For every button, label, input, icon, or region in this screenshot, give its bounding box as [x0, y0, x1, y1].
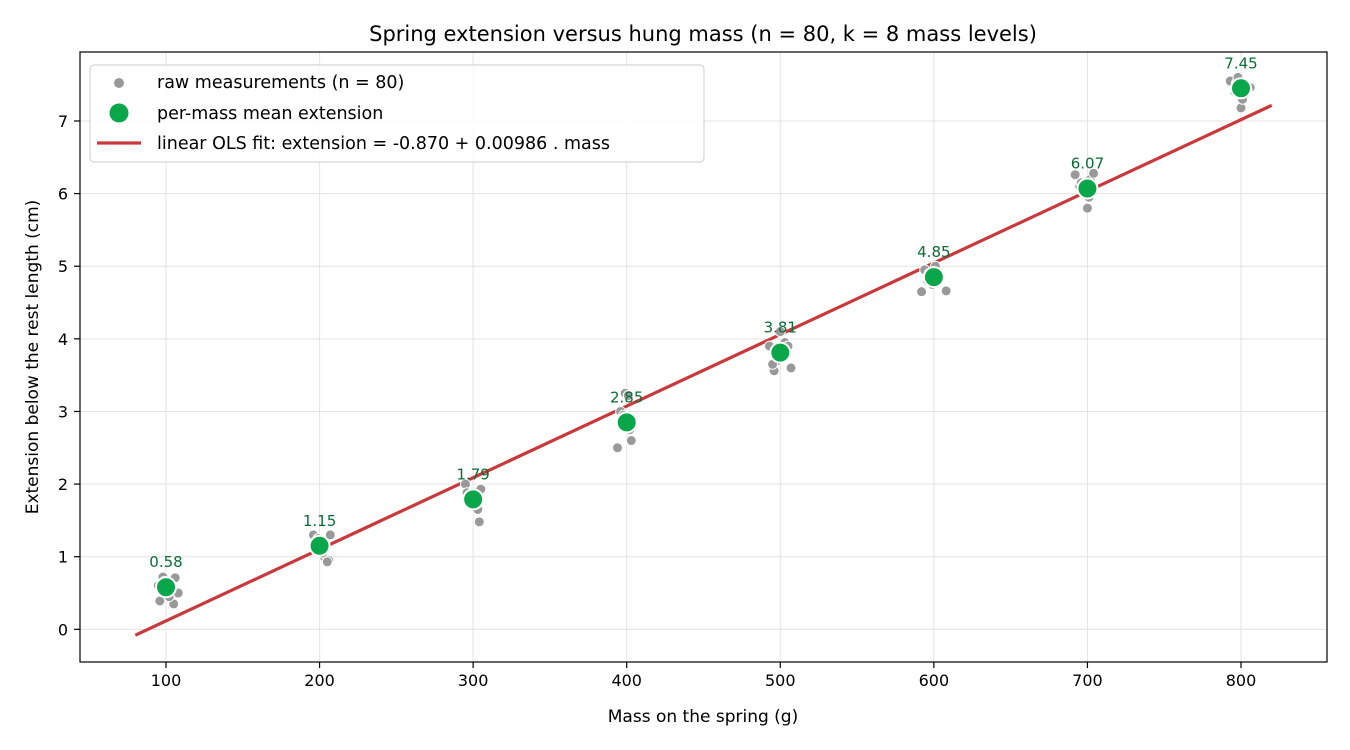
- raw-point: [1088, 167, 1100, 179]
- x-axis-title: Mass on the spring (g): [608, 707, 798, 727]
- raw-point: [324, 529, 336, 541]
- legend-mean-label: per-mass mean extension: [157, 104, 383, 124]
- raw-point: [916, 286, 928, 298]
- y-tick-label: 3: [58, 402, 68, 421]
- y-tick-label: 7: [58, 112, 68, 131]
- mean-value-label: 2.85: [610, 388, 643, 406]
- axis-ticks: 100 200 300 400 500 600 700 800 0 1 2 3 4 5 6 7: [58, 112, 1256, 690]
- raw-point: [774, 326, 786, 338]
- y-tick-label: 0: [58, 620, 68, 639]
- mean-value-label: 7.45: [1224, 54, 1257, 72]
- legend-raw-label: raw measurements (n = 80): [157, 73, 404, 93]
- raw-point: [473, 516, 485, 528]
- mean-value-label: 4.85: [917, 243, 950, 261]
- legend-box: [89, 64, 705, 163]
- x-tick-label: 200: [304, 671, 335, 690]
- legend-fit-label: linear OLS fit: extension = -0.870 + 0.0…: [157, 134, 610, 154]
- raw-point: [785, 362, 797, 374]
- plot-frame: [79, 51, 1328, 663]
- mean-point: [615, 411, 638, 434]
- chart-title: Spring extension versus hung mass (n = 8…: [369, 22, 1037, 46]
- mean-value-label: 1.15: [303, 512, 336, 530]
- legend-raw-marker: [114, 78, 124, 88]
- mean-value-label: 0.58: [149, 553, 182, 571]
- y-tick-label: 5: [58, 257, 68, 276]
- raw-point: [625, 435, 637, 447]
- mean-points-layer: [155, 77, 1252, 599]
- y-tick-label: 1: [58, 548, 68, 567]
- mean-point: [1076, 177, 1099, 200]
- mean-point: [308, 534, 331, 557]
- raw-point: [1081, 202, 1093, 214]
- x-tick-label: 100: [151, 671, 182, 690]
- mean-value-label: 6.07: [1071, 155, 1104, 173]
- legend: raw measurements (n = 80) per-mass mean …: [89, 64, 705, 163]
- x-tick-label: 400: [611, 671, 642, 690]
- x-tick-label: 300: [458, 671, 489, 690]
- raw-point: [612, 442, 623, 454]
- mean-value-label: 3.81: [764, 319, 797, 337]
- raw-point: [1069, 169, 1081, 181]
- mean-point: [922, 266, 945, 289]
- y-axis-title: Extension below the rest length (cm): [23, 200, 43, 515]
- mean-value-label: 1.79: [456, 465, 489, 483]
- mean-point: [769, 341, 792, 364]
- raw-point: [622, 389, 634, 401]
- mean-point: [462, 488, 485, 511]
- mean-point: [1230, 77, 1252, 100]
- legend-mean-marker: [109, 103, 129, 123]
- raw-point: [321, 556, 333, 568]
- mean-point: [155, 576, 177, 599]
- x-tick-label: 700: [1072, 671, 1103, 690]
- y-tick-label: 6: [58, 185, 68, 204]
- y-tick-label: 2: [58, 475, 68, 494]
- x-tick-label: 500: [765, 671, 796, 690]
- raw-point: [940, 285, 952, 297]
- mean-labels-layer: 0.58 1.15 1.79 2.85 3.81 4.85 6.07 7.45: [149, 54, 1257, 571]
- y-tick-label: 4: [58, 330, 68, 349]
- x-tick-label: 600: [919, 671, 950, 690]
- x-tick-label: 800: [1226, 671, 1257, 690]
